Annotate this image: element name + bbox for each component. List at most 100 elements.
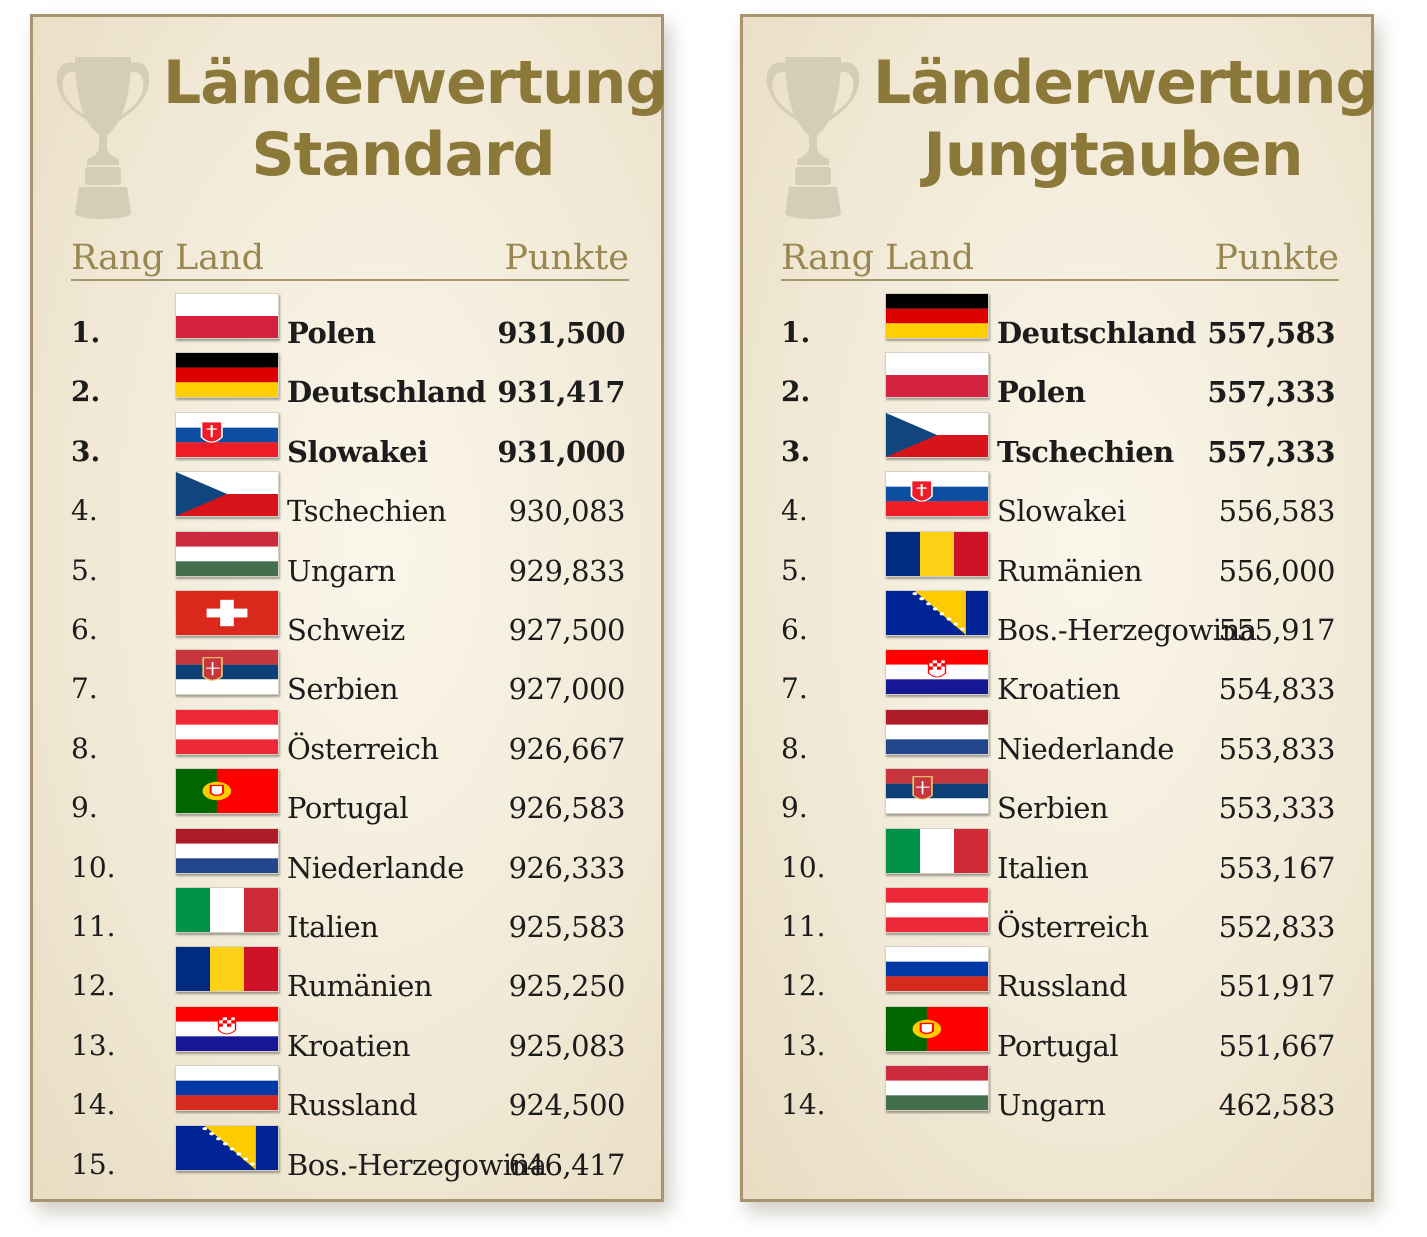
flag-germany-icon [175,352,279,399]
table-row: 9. Serbien 553,333 [743,768,1371,827]
table-row: 11. Österreich 552,833 [743,887,1371,946]
header-land: Land [175,238,265,278]
title-line-1: Länderwertung [163,48,668,118]
table-row: 9. Portugal 926,583 [33,768,661,827]
country-name: Tschechien [997,434,1174,469]
country-name: Portugal [997,1028,1119,1063]
flag-hungary-icon [885,1065,989,1112]
header-rang: Rang [781,238,874,278]
country-name: Polen [997,375,1086,410]
points-value: 462,583 [1218,1088,1336,1123]
flag-czech-icon [175,471,279,518]
rank-number: 11. [781,910,826,943]
flag-russia-icon [175,1065,279,1112]
table-row: 14. Russland 924,500 [33,1065,661,1124]
rank-number: 7. [71,672,98,706]
rank-number: 2. [71,375,101,409]
flag-serbia-icon [175,649,279,696]
country-name: Deutschland [287,375,486,410]
table-row: 3. Tschechien 557,333 [743,411,1371,471]
rank-number: 3. [781,434,811,468]
points-value: 929,833 [508,553,626,588]
table-row: 2. Polen 557,333 [743,352,1371,411]
flag-bosnia-icon [175,1124,279,1171]
rank-number: 8. [71,731,98,765]
table-row: 3. Slowakei 931,000 [33,411,661,471]
flag-romania-icon [885,530,989,577]
country-name: Deutschland [997,316,1196,350]
table-row: 7. Serbien 927,000 [33,649,661,708]
points-value: 553,833 [1218,731,1336,766]
flag-slovakia-icon [885,471,989,518]
panel-title: Länderwertung Standard [163,47,668,191]
points-value: 553,167 [1218,850,1336,885]
rank-number: 6. [781,613,808,646]
table-row: 11. Italien 925,583 [33,887,661,946]
rank-number: 5. [71,553,98,587]
table-row: 8. Niederlande 553,833 [743,708,1371,768]
flag-russia-icon [885,946,989,993]
table-row: 13. Portugal 551,667 [743,1005,1371,1065]
title-line-2: Standard [251,120,555,190]
country-name: Italien [997,850,1089,885]
country-name: Ungarn [287,553,396,588]
points-value: 926,667 [508,731,626,766]
rank-number: 12. [71,969,116,1003]
table-row: 5. Ungarn 929,833 [33,530,661,590]
flag-croatia-icon [175,1005,279,1052]
table-row: 5. Rumänien 556,000 [743,530,1371,590]
rank-number: 14. [781,1088,826,1122]
country-name: Tschechien [287,494,447,529]
standard-panel: Länderwertung Standard Rang Land Punkte … [30,14,668,1202]
country-name: Slowakei [287,434,428,469]
points-value: 926,583 [508,791,626,826]
rank-number: 8. [781,731,808,765]
trophy-icon [56,57,150,219]
header-land: Land [885,238,975,278]
table-row: 4. Tschechien 930,083 [33,471,661,530]
country-name: Serbien [997,791,1109,826]
country-name: Portugal [287,791,409,826]
title-line-2: Jungtauben [923,120,1304,190]
header-rang: Rang [71,238,164,278]
trophy-icon [766,57,860,219]
table-row: 15. Bos.-Herzegowina 646,417 [33,1124,661,1184]
rank-number: 13. [781,1028,826,1062]
flag-austria-icon [175,708,279,755]
country-name: Schweiz [287,613,405,647]
rank-number: 7. [781,672,808,706]
flag-romania-icon [175,946,279,993]
points-value: 555,917 [1218,613,1336,647]
panel-title: Länderwertung Jungtauben [873,47,1378,191]
table-header: Rang Land Punkte [71,237,629,281]
points-value: 931,500 [497,316,625,350]
points-value: 557,333 [1207,434,1335,469]
rank-number: 12. [781,969,826,1003]
jungtauben-panel: Länderwertung Jungtauben Rang Land Punkt… [740,14,1378,1202]
country-name: Rumänien [287,969,433,1004]
points-value: 930,083 [508,494,626,529]
points-value: 551,667 [1218,1028,1336,1063]
flag-portugal-icon [175,768,279,815]
table-row: 10. Italien 553,167 [743,827,1371,887]
points-value: 926,333 [508,850,626,885]
flag-germany-icon [885,293,989,339]
rank-number: 1. [71,316,101,349]
country-name: Bos.-Herzegowina [997,613,1257,647]
table-row: 6. Bos.-Herzegowina 555,917 [743,590,1371,649]
rank-number: 15. [71,1147,116,1181]
flag-netherlands-icon [885,708,989,755]
flag-netherlands-icon [175,827,279,874]
points-value: 925,583 [508,910,626,944]
table-row: 12. Rumänien 925,250 [33,946,661,1005]
country-name: Slowakei [997,494,1126,529]
rank-number: 11. [71,910,116,943]
rank-number: 13. [71,1028,116,1062]
title-line-1: Länderwertung [873,48,1378,118]
rank-number: 5. [781,553,808,587]
points-value: 931,000 [497,434,625,469]
flag-portugal-icon [885,1005,989,1052]
table-row: 10. Niederlande 926,333 [33,827,661,887]
points-value: 557,583 [1207,316,1335,350]
country-name: Niederlande [287,850,464,885]
